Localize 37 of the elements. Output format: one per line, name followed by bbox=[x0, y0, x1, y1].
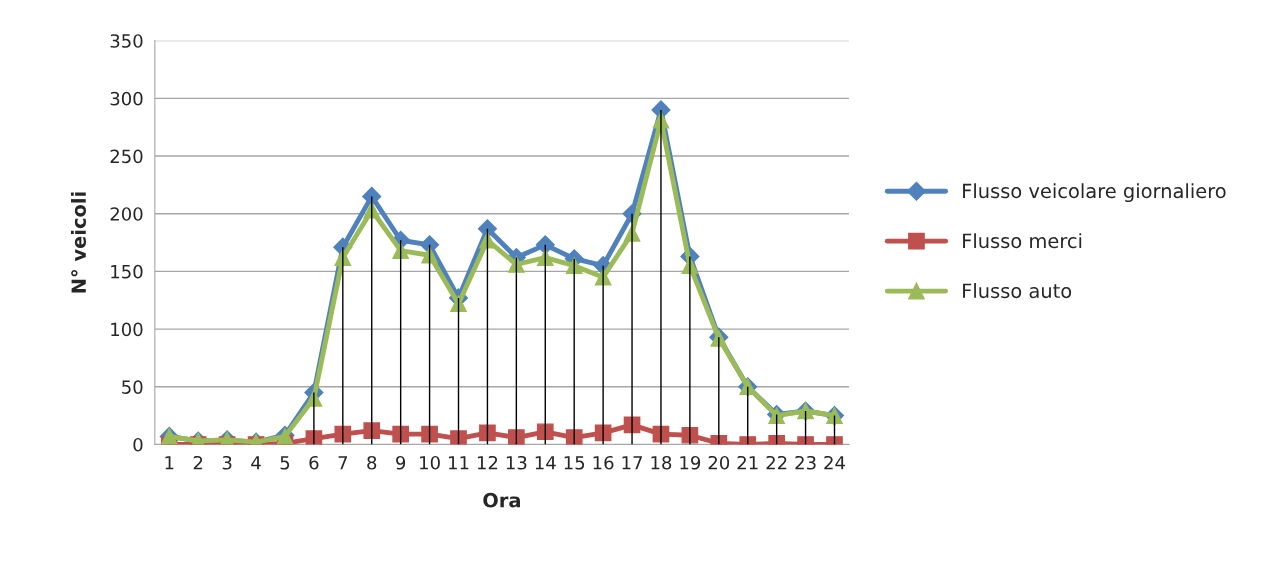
y-tick-label: 300 bbox=[110, 91, 143, 106]
x-tick-label: 21 bbox=[737, 455, 758, 470]
x-tick-label: 9 bbox=[396, 455, 406, 470]
y-tick-label: 250 bbox=[110, 149, 143, 164]
x-tick-label: 23 bbox=[795, 455, 816, 470]
x-tick-label: 15 bbox=[564, 456, 585, 470]
x-tick-label: 19 bbox=[680, 455, 701, 470]
x-tick-label: 22 bbox=[766, 455, 787, 470]
legend-label: Flusso veicolare giornaliero bbox=[963, 183, 1226, 203]
x-tick-label: 18 bbox=[651, 455, 672, 470]
x-tick-label: 4 bbox=[251, 456, 261, 470]
x-tick-label: 20 bbox=[708, 455, 730, 470]
x-tick-label: 17 bbox=[622, 456, 642, 470]
x-tick-label: 11 bbox=[449, 456, 469, 470]
y-tick-label: 0 bbox=[133, 437, 143, 452]
y-tick-label: 350 bbox=[110, 34, 143, 48]
x-tick-label: 6 bbox=[309, 455, 319, 470]
y-tick-label: 200 bbox=[110, 207, 143, 221]
x-tick-label: 3 bbox=[222, 455, 232, 470]
x-tick-label: 8 bbox=[367, 455, 377, 470]
x-tick-label: 2 bbox=[193, 455, 203, 470]
y-tick-label: 100 bbox=[111, 322, 143, 337]
x-tick-label: 13 bbox=[506, 455, 527, 470]
x-tick-label: 5 bbox=[280, 456, 290, 470]
x-axis-title: Ora bbox=[483, 492, 520, 508]
x-tick-label: 16 bbox=[593, 455, 614, 470]
y-axis-title: N° veicoli bbox=[70, 192, 87, 293]
y-tick-label: 150 bbox=[111, 264, 143, 279]
x-tick-label: 7 bbox=[338, 456, 348, 470]
x-tick-label: 14 bbox=[535, 456, 556, 470]
legend-label: Flusso merci bbox=[963, 233, 1082, 249]
x-tick-label: 10 bbox=[420, 455, 440, 470]
legend-label: Flusso auto bbox=[963, 283, 1072, 299]
x-tick-label: 24 bbox=[824, 455, 845, 470]
x-tick-label: 12 bbox=[477, 455, 498, 470]
x-tick-label: 1 bbox=[165, 456, 174, 470]
y-tick-label: 50 bbox=[122, 380, 143, 394]
